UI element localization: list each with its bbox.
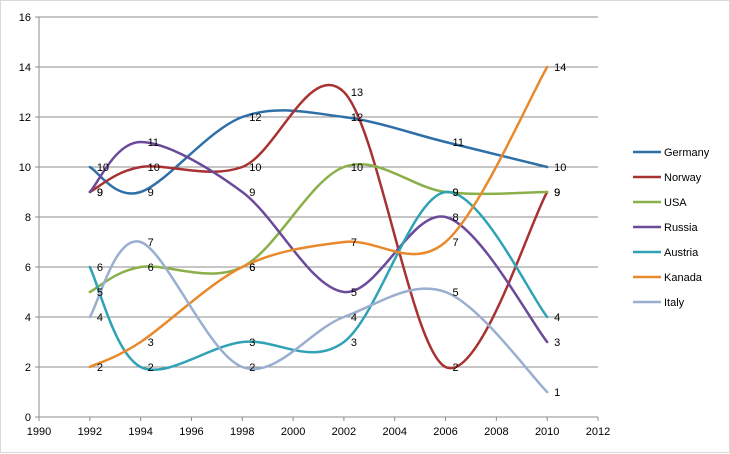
x-tick-label: 2010: [535, 426, 559, 438]
y-tick-label: 16: [19, 12, 31, 24]
data-label-italy: 5: [453, 287, 459, 299]
data-label-italy: 4: [351, 312, 357, 324]
x-tick-label: 2000: [281, 426, 305, 438]
y-tick-label: 0: [25, 412, 31, 424]
series-line-russia: [88, 140, 549, 344]
data-label-norway: 9: [554, 187, 560, 199]
legend-label-kanada: Kanada: [664, 272, 703, 284]
data-label-usa: 10: [351, 162, 363, 174]
data-label-austria: 6: [97, 262, 103, 274]
data-label-usa: 6: [249, 262, 255, 274]
data-label-norway: 10: [148, 162, 160, 174]
data-label-germany: 9: [148, 187, 154, 199]
data-label-kanada: 3: [148, 337, 154, 349]
x-tick-label: 2006: [433, 426, 457, 438]
data-label-russia: 9: [249, 187, 255, 199]
data-label-italy: 7: [148, 237, 154, 249]
data-label-russia: 5: [351, 287, 357, 299]
data-label-germany: 12: [249, 112, 261, 124]
data-label-germany: 12: [351, 112, 363, 124]
y-tick-label: 14: [19, 62, 31, 74]
series-line-italy: [88, 240, 549, 394]
data-label-kanada: 7: [351, 237, 357, 249]
legend-label-italy: Italy: [664, 297, 685, 309]
x-tick-label: 1992: [78, 426, 102, 438]
gridlines: [39, 16, 598, 368]
data-label-austria: 9: [453, 187, 459, 199]
x-tick-label: 1990: [27, 426, 51, 438]
y-tick-label: 6: [25, 262, 31, 274]
data-label-usa: 9: [453, 187, 459, 199]
data-label-italy: 2: [249, 362, 255, 374]
data-label-kanada: 14: [554, 62, 566, 74]
y-tick-label: 4: [25, 312, 31, 324]
data-label-russia: 3: [554, 337, 560, 349]
legend: Germany Norway USA Russia Austria Kanada Italy: [633, 147, 710, 309]
data-label-germany: 10: [554, 162, 566, 174]
y-tick-label: 8: [25, 212, 31, 224]
x-tick-label: 1996: [179, 426, 203, 438]
data-label-italy: 1: [554, 387, 560, 399]
series-line-norway: [88, 83, 549, 370]
data-label-norway: 2: [453, 362, 459, 374]
legend-label-norway: Norway: [664, 172, 702, 184]
x-tick-label: 2004: [382, 426, 406, 438]
data-label-germany: 10: [97, 162, 109, 174]
data-label-austria: 4: [554, 312, 560, 324]
y-tick-label: 10: [19, 162, 31, 174]
data-label-kanada: 2: [97, 362, 103, 374]
legend-label-usa: USA: [664, 197, 687, 209]
data-label-norway: 9: [97, 187, 103, 199]
data-label-usa: 9: [554, 187, 560, 199]
data-label-russia: 9: [97, 187, 103, 199]
data-label-italy: 4: [97, 312, 103, 324]
y-tick-label: 12: [19, 112, 31, 124]
data-label-austria: 3: [249, 337, 255, 349]
data-label-austria: 2: [148, 362, 154, 374]
data-label-austria: 3: [351, 337, 357, 349]
x-tick-label: 2008: [484, 426, 508, 438]
data-label-kanada: 6: [249, 262, 255, 274]
series-line-usa: [88, 163, 549, 294]
legend-label-russia: Russia: [664, 222, 699, 234]
data-label-germany: 11: [453, 137, 464, 149]
x-tick-label: 2002: [332, 426, 356, 438]
series-layer: [88, 65, 549, 394]
series-line-austria: [88, 190, 549, 371]
data-label-norway: 13: [351, 87, 363, 99]
x-tick-label: 2012: [586, 426, 610, 438]
data-label-usa: 6: [148, 262, 154, 274]
legend-label-germany: Germany: [664, 147, 710, 159]
legend-label-austria: Austria: [664, 247, 699, 259]
y-tick-label: 2: [25, 362, 31, 374]
data-label-usa: 5: [97, 287, 103, 299]
data-label-russia: 11: [148, 137, 159, 149]
data-label-norway: 10: [249, 162, 261, 174]
x-tick-label: 1994: [128, 426, 152, 438]
series-line-kanada: [88, 65, 549, 369]
x-tick-label: 1998: [230, 426, 254, 438]
data-label-russia: 8: [453, 212, 459, 224]
data-label-kanada: 7: [453, 237, 459, 249]
series-line-germany: [88, 109, 549, 195]
